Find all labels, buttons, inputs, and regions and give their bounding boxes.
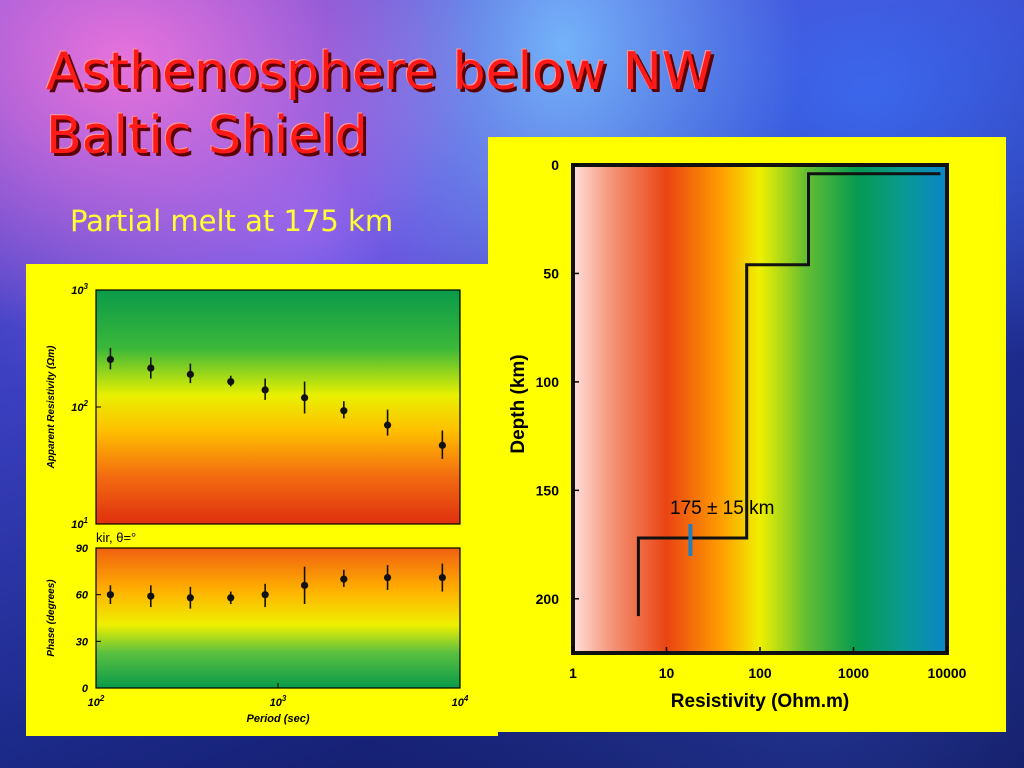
resistivity-data-point — [383, 421, 392, 429]
resistivity-x-tick-label: 10 — [659, 665, 675, 681]
phase-data-point — [261, 591, 269, 599]
resistivity-x-tick-label: 10000 — [928, 665, 967, 681]
phase-data-point — [340, 575, 348, 583]
depth-y-tick-label: 100 — [536, 374, 560, 390]
model-plot-area — [571, 163, 949, 655]
phase-data-point — [300, 581, 309, 589]
period-x-axis-label: Period (sec) — [247, 713, 310, 725]
left-chart-panel: 103 102 101 Apparent Resistivity (Ωm) kir,… — [26, 264, 498, 736]
resistivity-model-line — [636, 172, 941, 617]
resistivity-y-tick-label: 101 — [71, 516, 88, 531]
resistivity-x-tick-label: 1000 — [838, 665, 869, 681]
depth-y-axis-label: Depth (km) — [508, 354, 529, 453]
resistivity-data-point — [227, 377, 235, 386]
phase-plot-area — [95, 547, 461, 689]
resistivity-data-point — [300, 394, 309, 402]
resistivity-data-point — [147, 364, 155, 372]
resistivity-data-point — [186, 370, 194, 378]
resistivity-depth-chart: 0 50 100 150 200 1 10 100 1000 10000 175 ± 15 km… — [508, 157, 967, 712]
resistivity-x-tick-label: 1 — [569, 665, 577, 681]
phase-y-axis-label: Phase (degrees) — [46, 579, 57, 657]
resistivity-y-tick-label: 102 — [71, 399, 88, 414]
resistivity-y-tick-label: 103 — [71, 282, 88, 297]
phase-data-point — [227, 594, 235, 602]
phase-y-tick-label: 60 — [76, 590, 89, 602]
phase-data-point — [186, 594, 194, 602]
depth-y-tick-label: 200 — [536, 591, 560, 607]
period-x-tick-label: 104 — [452, 694, 469, 709]
site-annotation: kir, θ=° — [96, 530, 136, 545]
phase-y-tick-label: 0 — [82, 683, 89, 695]
depth-annotation: 175 ± 15 km — [670, 498, 774, 519]
resistivity-data-point — [261, 386, 269, 394]
resistivity-data-point — [340, 407, 348, 415]
phase-y-tick-label: 90 — [76, 543, 89, 555]
phase-data-point — [383, 573, 392, 582]
depth-y-tick-label: 150 — [536, 482, 560, 498]
phase-data-point — [147, 592, 155, 600]
depth-y-tick-label: 50 — [543, 265, 559, 281]
phase-y-tick-label: 30 — [76, 636, 89, 648]
resistivity-data-point — [438, 441, 446, 449]
slide-title: Asthenosphere below NW Baltic Shield — [46, 42, 714, 166]
right-chart-panel: 0 50 100 150 200 1 10 100 1000 10000 175 ± 15 km… — [488, 137, 1006, 732]
resistivity-x-axis-label: Resistivity (Ohm.m) — [671, 691, 849, 712]
resistivity-plot-area — [95, 289, 461, 525]
period-x-tick-label: 102 — [88, 694, 105, 709]
period-x-tick-label: 103 — [270, 694, 287, 709]
resistivity-y-axis-label: Apparent Resistivity (Ωm) — [46, 345, 57, 470]
resistivity-x-tick-label: 100 — [748, 665, 772, 681]
resistivity-data-point — [106, 355, 115, 364]
depth-y-tick-label: 0 — [551, 157, 559, 173]
mt-sounding-chart: 103 102 101 Apparent Resistivity (Ωm) kir,… — [46, 282, 469, 725]
slide-subtitle: Partial melt at 175 km — [70, 204, 394, 238]
phase-data-point — [106, 591, 115, 599]
phase-data-point — [438, 573, 446, 582]
